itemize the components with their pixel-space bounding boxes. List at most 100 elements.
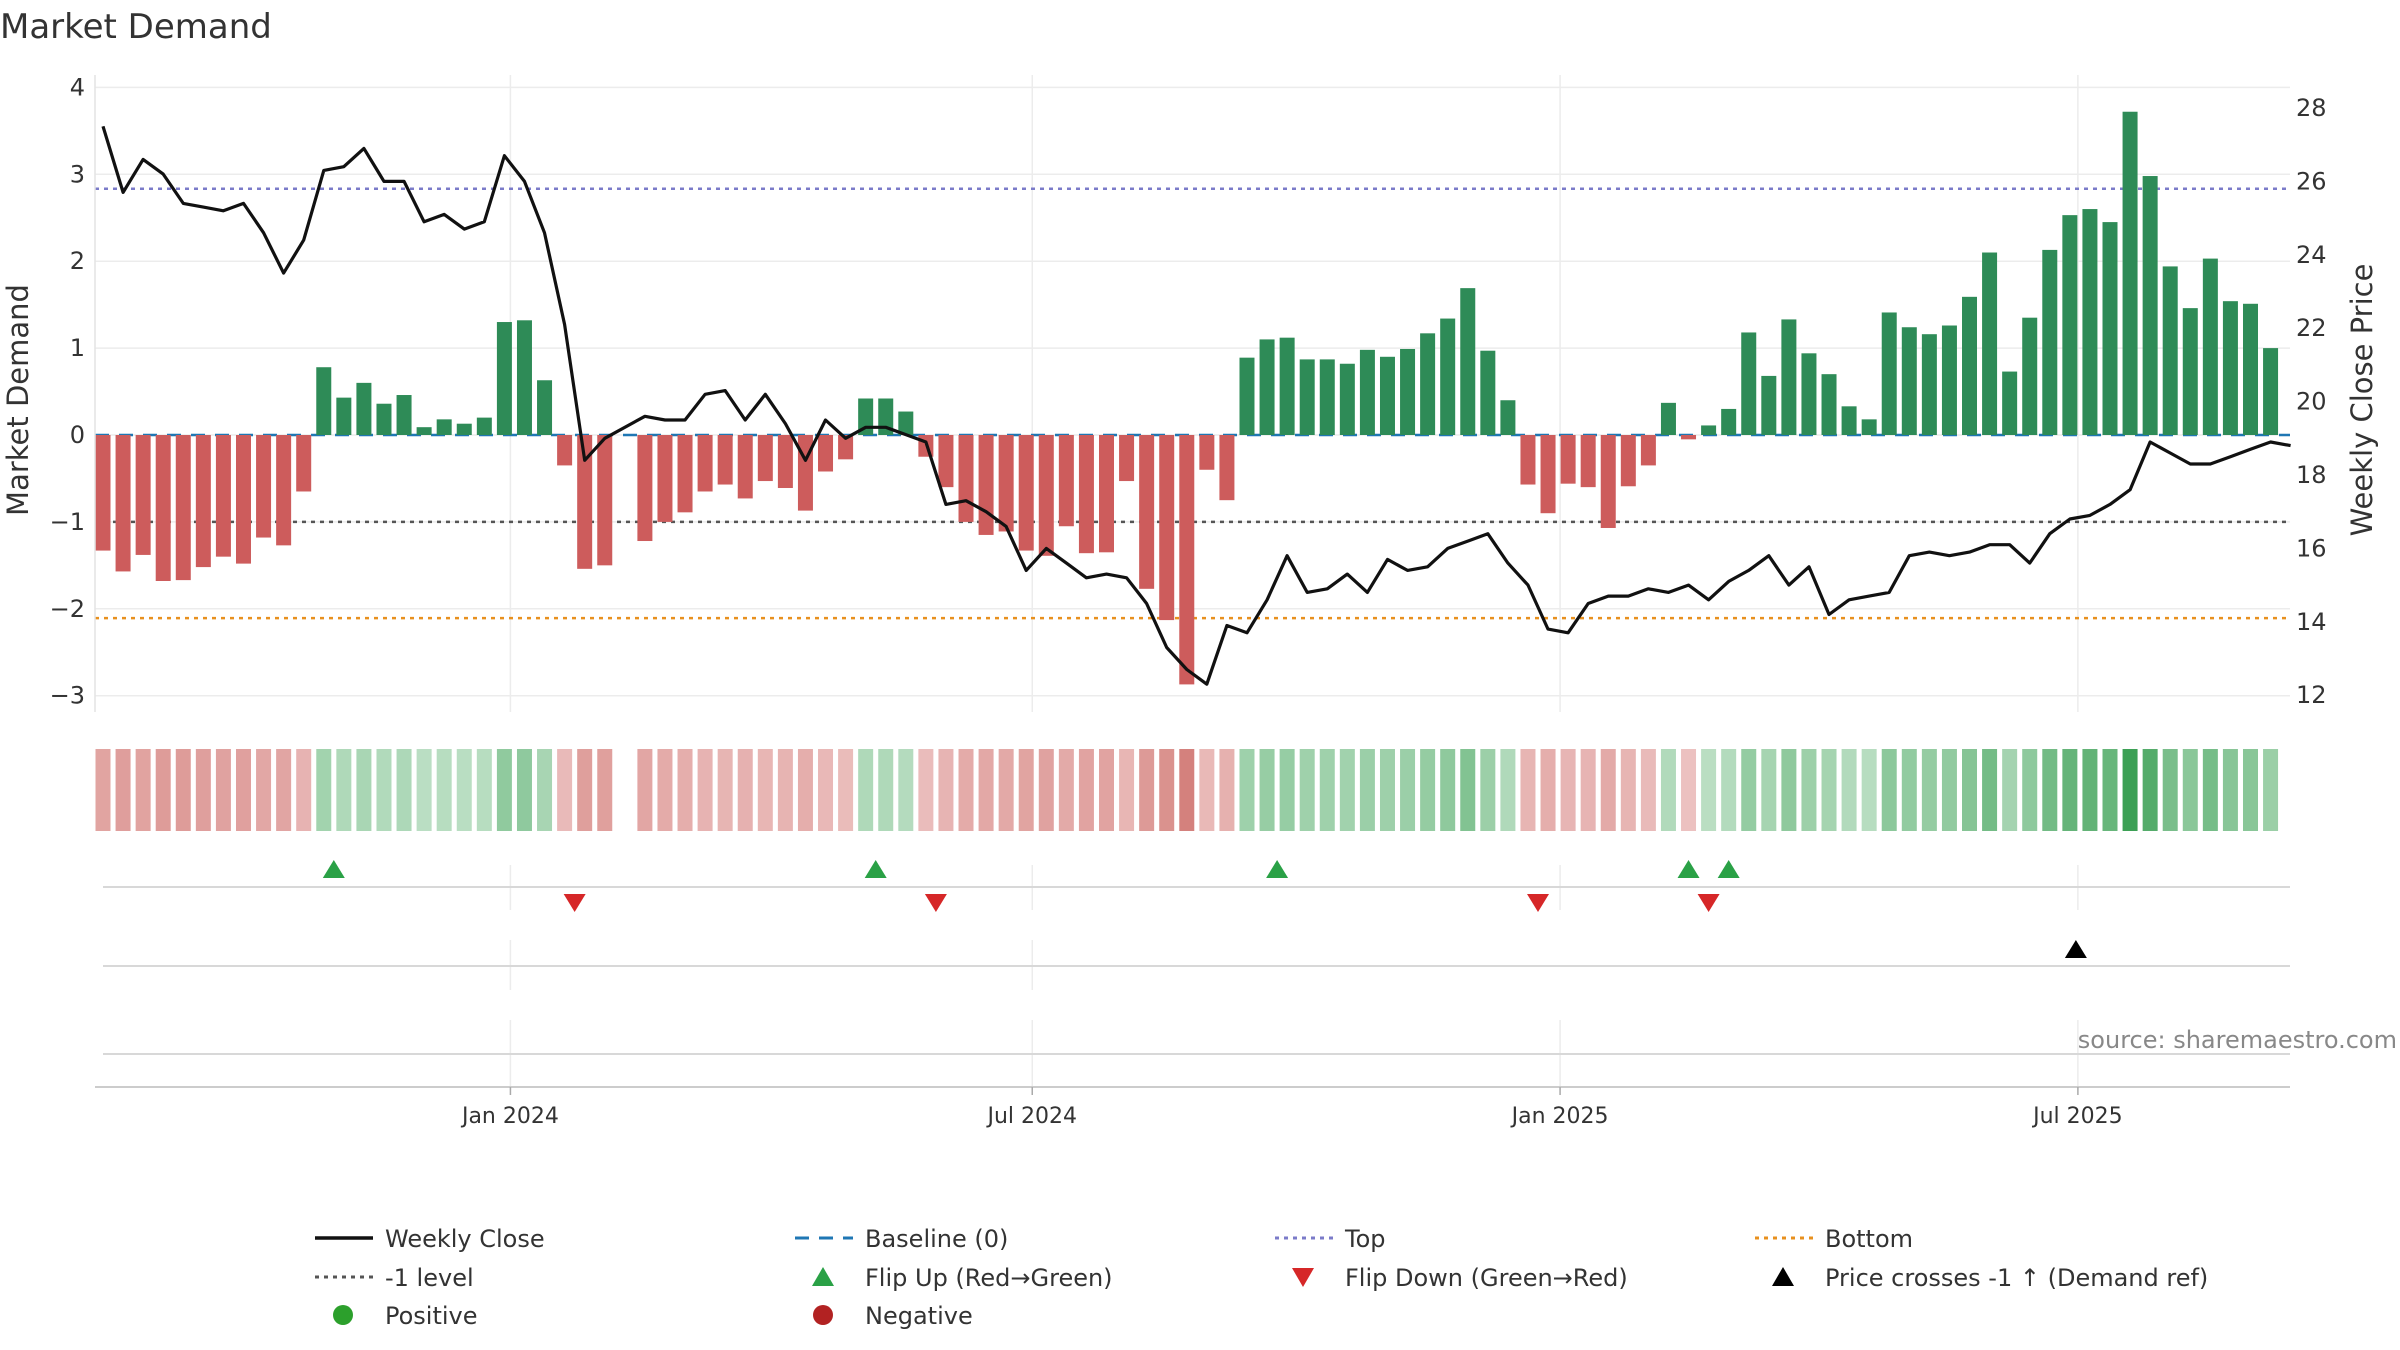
heat-cell	[998, 749, 1014, 831]
chart-title: Market Demand	[0, 7, 272, 47]
heat-cell	[2102, 749, 2118, 831]
demand-bar	[1761, 375, 1777, 435]
demand-bar	[2202, 258, 2218, 435]
demand-bar	[1319, 359, 1335, 435]
y-axis-right-label: Weekly Close Price	[2345, 264, 2379, 537]
heat-cell	[155, 749, 171, 831]
heat-cell	[1038, 749, 1054, 831]
legend-label: Baseline (0)	[865, 1225, 1008, 1253]
demand-bar	[2182, 308, 2198, 435]
heat-cell	[1299, 749, 1315, 831]
demand-bar	[1359, 349, 1375, 435]
flip-up-marker	[1717, 860, 1740, 878]
heat-cell	[2263, 749, 2279, 831]
flip-down-marker	[1527, 894, 1550, 912]
heat-cell	[2202, 749, 2218, 831]
y-right-tick-label: 24	[2296, 241, 2327, 269]
heat-cell	[1921, 749, 1937, 831]
demand-bar	[717, 435, 733, 485]
heat-cell	[1600, 749, 1616, 831]
y-right-tick-label: 22	[2296, 314, 2327, 342]
demand-bar	[1701, 425, 1717, 435]
demand-bar	[938, 435, 954, 488]
flip-down-marker	[1697, 894, 1720, 912]
demand-bar	[436, 419, 452, 435]
demand-bar	[356, 382, 372, 435]
heat-cell	[1741, 749, 1757, 831]
y-right-tick-label: 14	[2296, 608, 2327, 636]
demand-bar	[175, 435, 191, 581]
y-right-tick-label: 28	[2296, 94, 2327, 122]
heat-cell	[677, 749, 693, 831]
heat-cell	[256, 749, 272, 831]
demand-bar	[637, 435, 653, 542]
heat-cell	[1500, 749, 1516, 831]
flip-down-marker	[924, 894, 947, 912]
y-left-tick-label: 4	[70, 73, 85, 101]
demand-bar	[1339, 363, 1355, 435]
heat-cell	[1379, 749, 1395, 831]
heat-cell	[1339, 749, 1355, 831]
heat-cell	[476, 749, 492, 831]
demand-bar	[737, 435, 753, 499]
y-right-tick-label: 26	[2296, 167, 2327, 195]
heat-cell	[1841, 749, 1857, 831]
heat-cell	[1058, 749, 1074, 831]
heat-cell	[1861, 749, 1877, 831]
demand-bar	[1801, 353, 1817, 435]
demand-bar	[1038, 435, 1054, 556]
heat-cell	[2002, 749, 2018, 831]
demand-bar	[697, 435, 713, 492]
demand-bar	[1982, 252, 1998, 435]
heat-cell	[1420, 749, 1436, 831]
heat-cell	[376, 749, 392, 831]
heat-cell	[1580, 749, 1596, 831]
demand-bar	[1420, 333, 1436, 435]
demand-bar	[396, 395, 412, 435]
demand-bar	[1681, 435, 1697, 440]
demand-bar	[1901, 327, 1917, 435]
demand-bar	[1500, 400, 1516, 435]
heat-cell	[2182, 749, 2198, 831]
heat-cell	[777, 749, 793, 831]
demand-bar	[1219, 435, 1235, 501]
demand-bar	[838, 435, 854, 460]
heat-cell	[557, 749, 573, 831]
demand-bar	[818, 435, 834, 472]
demand-bar	[1179, 435, 1195, 685]
demand-bar	[1379, 356, 1395, 435]
demand-heat-strip	[95, 749, 2279, 831]
y-left-tick-label: 1	[70, 334, 85, 362]
demand-bar	[1259, 339, 1275, 435]
demand-bar	[155, 435, 171, 581]
heat-cell	[2042, 749, 2058, 831]
demand-bar	[1821, 374, 1837, 435]
heat-cell	[1941, 749, 1957, 831]
heat-cell	[1279, 749, 1295, 831]
y-left-tick-label: −2	[50, 595, 85, 623]
heat-cell	[1821, 749, 1837, 831]
demand-bar	[978, 435, 994, 535]
price-series	[101, 125, 2291, 686]
heat-cell	[135, 749, 151, 831]
legend-label: Negative	[865, 1302, 973, 1330]
demand-bar	[1721, 408, 1737, 435]
signal-panels	[103, 860, 2290, 1090]
flip-up-marker	[864, 860, 887, 878]
heat-cell	[1139, 749, 1155, 831]
demand-bar	[2222, 301, 2238, 435]
demand-bar	[777, 435, 793, 489]
heat-cell	[1239, 749, 1255, 831]
demand-bar	[577, 435, 593, 569]
demand-bar	[1540, 435, 1556, 514]
y-left-tick-label: −1	[50, 508, 85, 536]
heat-cell	[1781, 749, 1797, 831]
x-axis: Jan 2024 Jul 2024 Jan 2025 Jul 2025	[95, 1086, 2290, 1129]
heat-cell	[958, 749, 974, 831]
flip-up-marker	[1677, 860, 1700, 878]
heat-cell	[737, 749, 753, 831]
heat-cell	[1962, 749, 1978, 831]
weekly-close-line	[101, 125, 2291, 686]
heat-cell	[1701, 749, 1717, 831]
